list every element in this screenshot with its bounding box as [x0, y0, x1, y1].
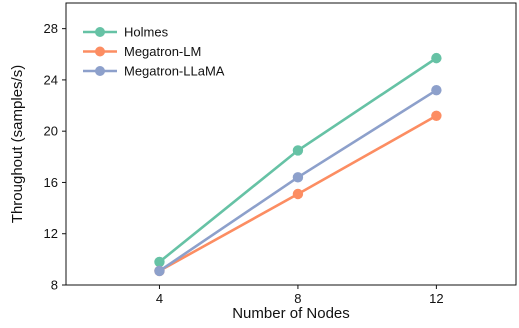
data-point: [292, 145, 304, 156]
plot-area: [65, 2, 517, 286]
x-tick-label: 8: [294, 291, 301, 306]
y-axis-title: Throughout (samples/s): [9, 65, 26, 223]
legend-marker: [95, 66, 105, 76]
series-line: [158, 57, 438, 263]
legend-marker: [95, 46, 105, 57]
legend-label: Holmes: [124, 25, 169, 40]
x-tick-label: 12: [429, 291, 443, 306]
data-point: [431, 52, 442, 64]
x-tick-label: 4: [156, 291, 163, 306]
data-point: [431, 84, 442, 96]
y-tick-label: 12: [44, 226, 58, 241]
y-tick-label: 8: [51, 278, 58, 293]
y-tick-label: 28: [44, 21, 58, 36]
legend-item: Holmes: [83, 25, 169, 40]
data-point: [154, 256, 165, 268]
legend-item: Megatron-LLaMA: [83, 64, 225, 79]
x-axis: 4 8 12: [156, 285, 444, 306]
series-1: [154, 52, 442, 268]
y-tick-label: 20: [44, 124, 58, 139]
series-3: [154, 84, 442, 277]
y-tick-label: 16: [44, 175, 58, 190]
legend-marker: [95, 27, 105, 37]
plot-frame: [65, 2, 517, 286]
legend: Holmes Megatron-LM Megatron-LLaMA: [83, 25, 225, 79]
legend-item: Megatron-LM: [83, 44, 201, 59]
legend-label: Megatron-LLaMA: [124, 64, 225, 79]
legend-label: Megatron-LM: [124, 44, 201, 59]
data-point: [154, 265, 165, 277]
data-point: [292, 188, 304, 200]
data-point: [292, 172, 304, 183]
data-point: [431, 110, 442, 122]
series-layer: [154, 52, 442, 277]
y-axis: 8 12 16 20 24 28: [44, 21, 66, 293]
y-tick-label: 24: [44, 72, 58, 87]
series-2: [154, 110, 442, 277]
x-axis-title: Number of Nodes: [232, 305, 350, 322]
